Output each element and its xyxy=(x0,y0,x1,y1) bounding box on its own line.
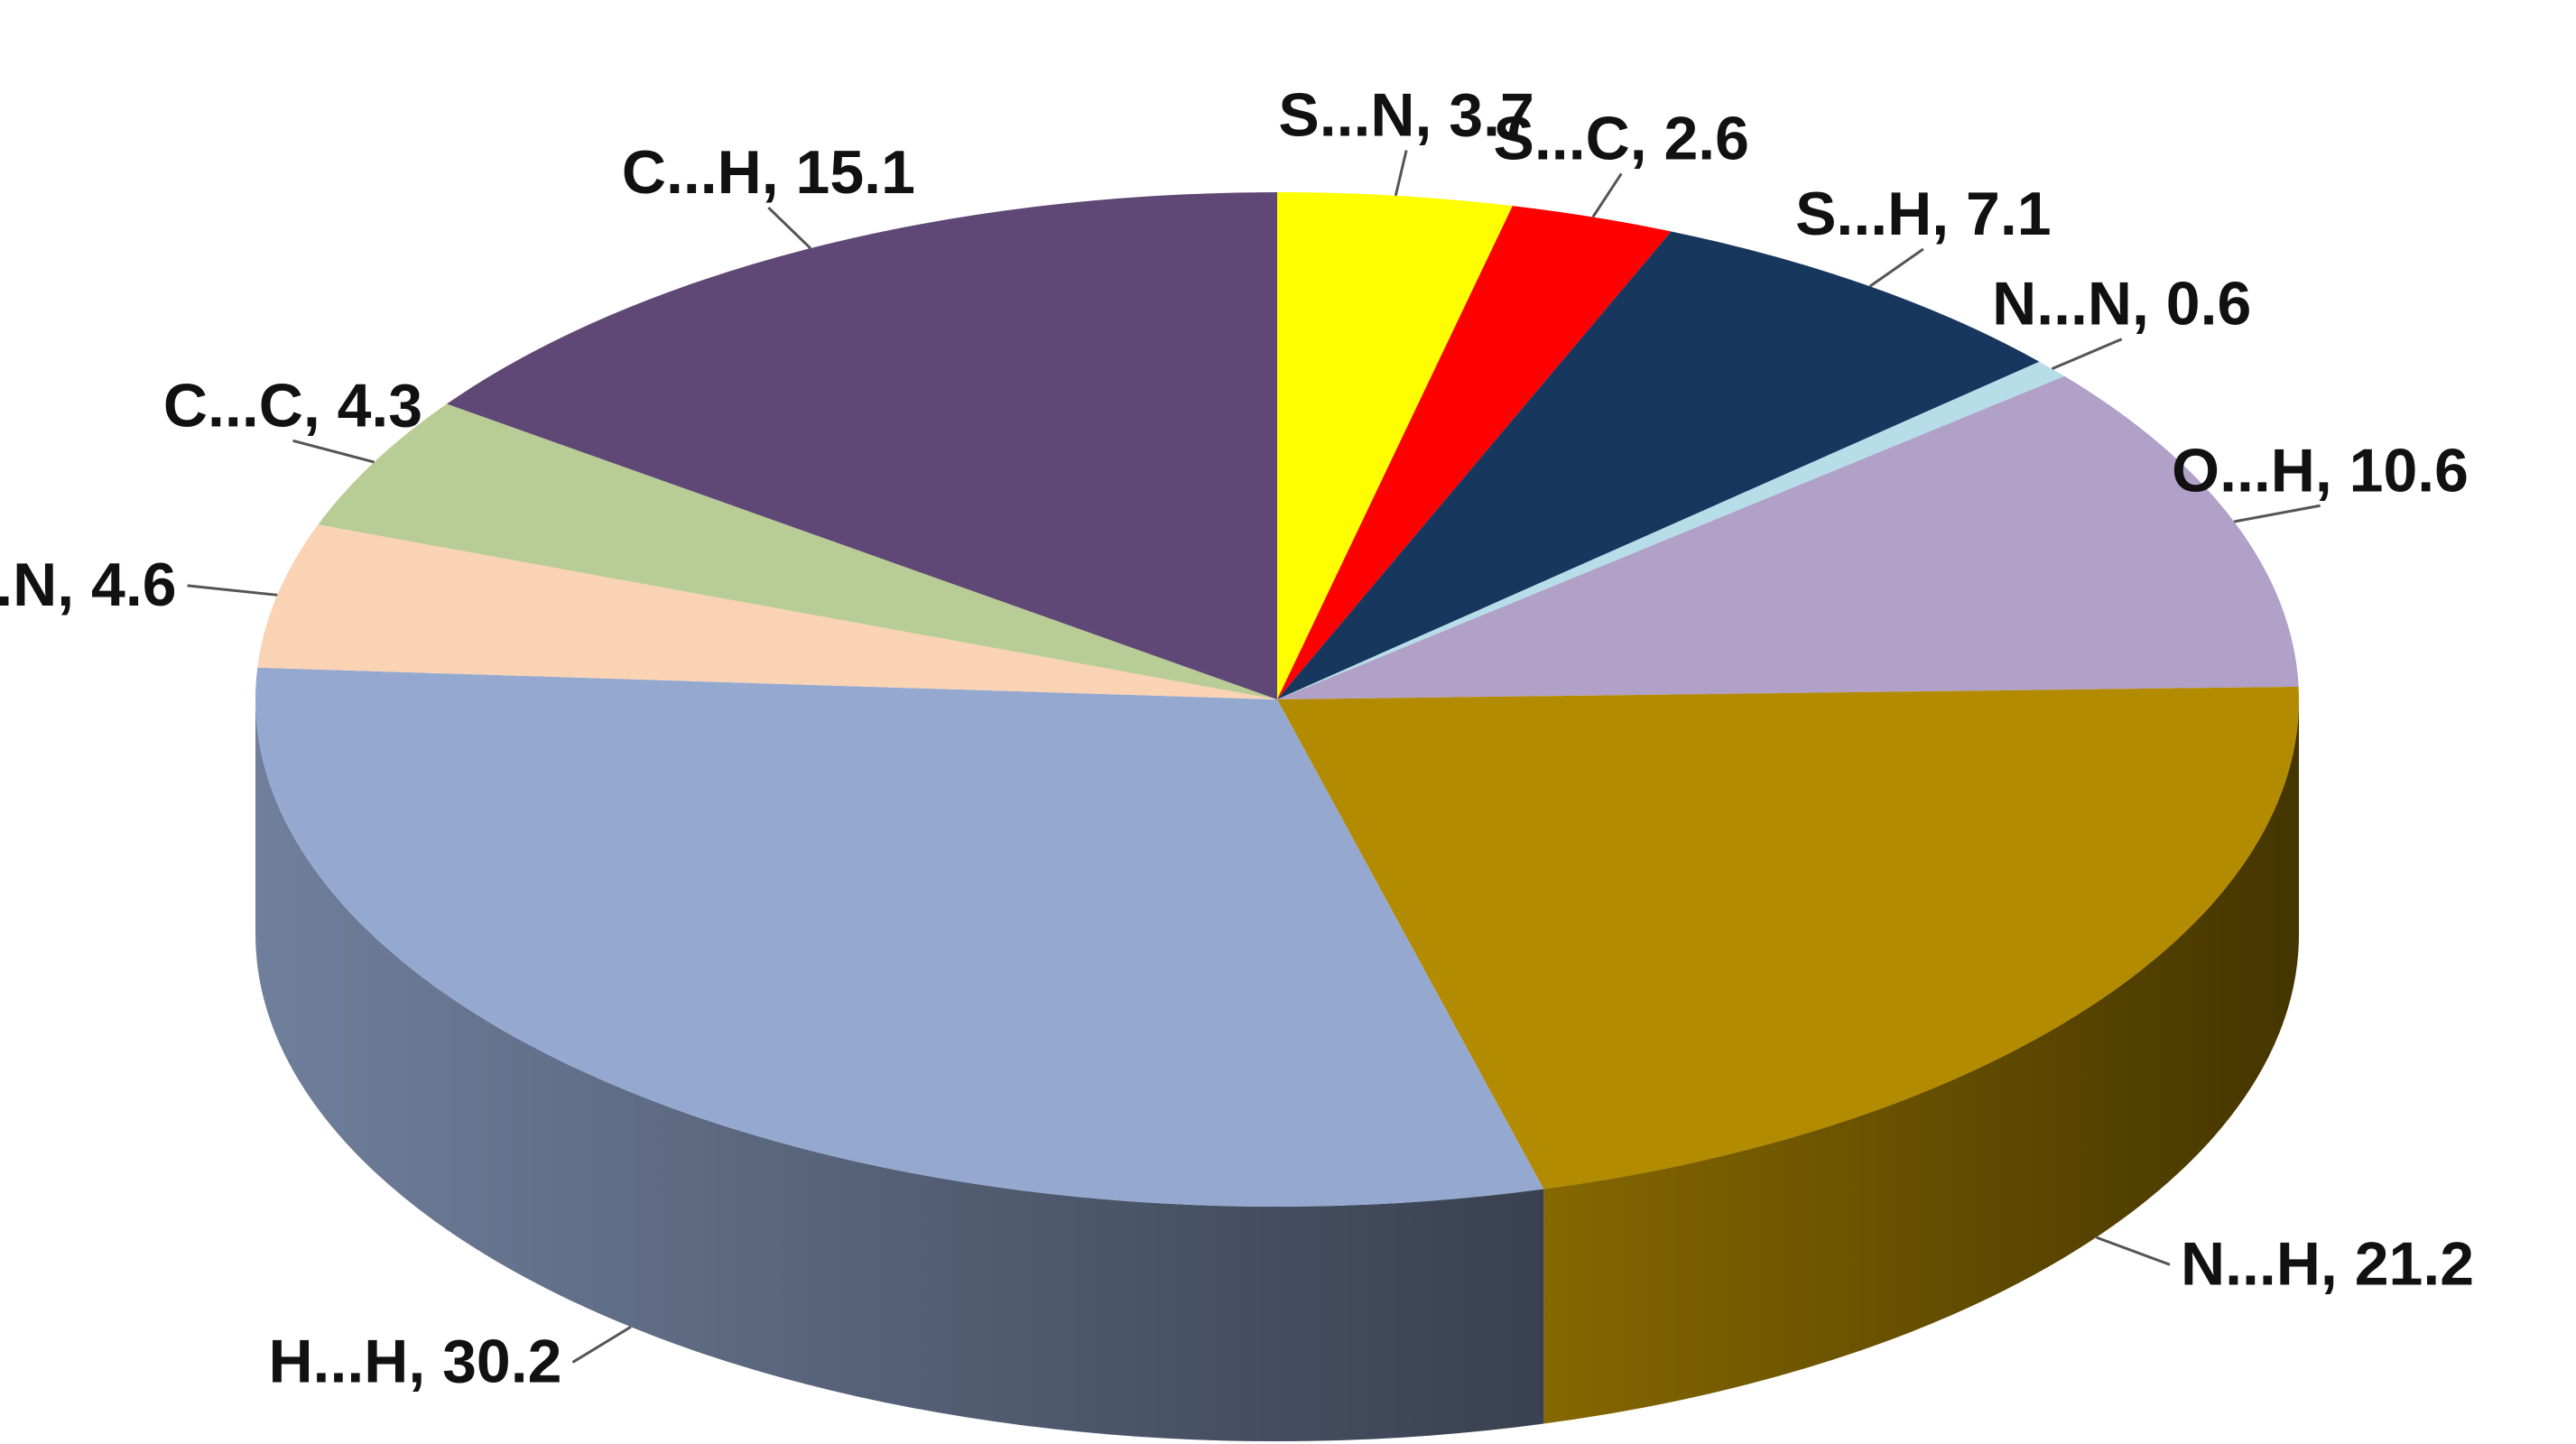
pie-slice-0 xyxy=(1277,192,1513,699)
slice-label-0: S...N, 3.7 xyxy=(1278,81,1534,150)
slice-label-7: C...N, 4.6 xyxy=(0,551,177,619)
pie-slice-8 xyxy=(318,403,1277,699)
pie-slice-6 xyxy=(255,667,1544,1207)
slice-label-4: O...H, 10.6 xyxy=(2172,436,2469,504)
slice-label-1: S...C, 2.6 xyxy=(1494,104,1749,172)
label-leader-1 xyxy=(1591,172,1623,218)
label-leader-7 xyxy=(187,584,278,597)
pie-side-shade-5 xyxy=(1543,699,2299,1424)
label-leader-5 xyxy=(2095,1236,2171,1266)
pie-slice-2 xyxy=(1277,231,2040,700)
slice-label-8: C...C, 4.3 xyxy=(163,371,422,440)
pie-labels: S...N, 3.7S...C, 2.6 S...H, 7.1 N...N, 0.6… xyxy=(0,81,2474,1396)
pie-tops xyxy=(255,191,2300,1207)
label-leader-0 xyxy=(1394,150,1408,197)
pie-side-shade-6 xyxy=(255,699,1544,1441)
label-leader-6 xyxy=(571,1325,632,1364)
pie-sides xyxy=(255,699,2299,1441)
label-leader-3 xyxy=(2051,338,2123,371)
pie-slice-3 xyxy=(1277,361,2065,699)
slice-label-9: C...H, 15.1 xyxy=(622,138,915,207)
pie-slice-5 xyxy=(1277,686,2300,1189)
label-leader-4 xyxy=(2233,504,2321,523)
label-leader-8 xyxy=(292,439,375,464)
label-leader-9 xyxy=(767,206,811,250)
slice-label-5: N...H, 21.2 xyxy=(2181,1229,2474,1298)
slice-label-6: H...H, 30.2 xyxy=(268,1327,561,1395)
pie-slice-9 xyxy=(447,191,1277,699)
slice-label-3: N...N, 0.6 xyxy=(1992,270,2251,338)
pie-slice-1 xyxy=(1277,206,1672,699)
pie-slice-4 xyxy=(1277,375,2299,699)
pie-slice-7 xyxy=(257,524,1277,699)
slice-label-2: S...H, 7.1 xyxy=(1795,180,2051,248)
label-leader-2 xyxy=(1868,247,1924,288)
